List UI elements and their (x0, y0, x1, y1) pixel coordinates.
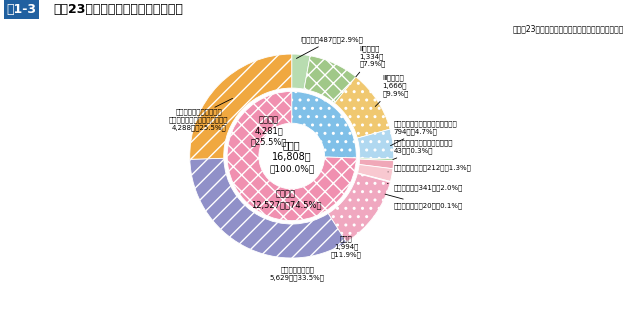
Text: Ⅲ種試験等
1,666人
（9.9%）: Ⅲ種試験等 1,666人 （9.9%） (375, 75, 409, 107)
Wedge shape (360, 158, 394, 161)
Text: 平成23年度における職員の採用状況: 平成23年度における職員の採用状況 (54, 3, 183, 16)
Text: 総　数: 総 数 (283, 140, 301, 150)
Wedge shape (357, 173, 391, 182)
Text: 医療職・福祉職　212人（1.3%）: 医療職・福祉職 212人（1.3%） (388, 164, 472, 172)
Wedge shape (304, 56, 356, 103)
Text: 特定独立行政法人
5,629人（33.5%）: 特定独立行政法人 5,629人（33.5%） (270, 266, 325, 281)
Wedge shape (335, 77, 390, 138)
Text: Ⅱ種試験等
1,334人
（7.9%）: Ⅱ種試験等 1,334人 （7.9%） (356, 45, 386, 77)
Wedge shape (292, 91, 357, 158)
Text: 任期付職員　341人（2.0%）: 任期付職員 341人（2.0%） (387, 184, 463, 191)
Text: 16,808人: 16,808人 (272, 151, 311, 161)
Text: Ⅰ種試験　487人（2.9%）: Ⅰ種試験 487人（2.9%） (297, 36, 364, 58)
Wedge shape (190, 54, 292, 159)
Wedge shape (292, 54, 310, 89)
Wedge shape (359, 159, 394, 169)
Wedge shape (328, 174, 390, 242)
Text: 試験採用
4,281人
（25.5%）: 試験採用 4,281人 （25.5%） (251, 116, 287, 147)
Wedge shape (190, 158, 346, 258)
Text: 国税専門官・労働基準監督官試験
794人（4.7%）: 国税専門官・労働基準監督官試験 794人（4.7%） (391, 121, 457, 146)
Wedge shape (357, 129, 394, 159)
Text: 人事交流による特別職・
地方公務員・公庫等からの採用
4,288人（25.5%）: 人事交流による特別職・ 地方公務員・公庫等からの採用 4,288人（25.5%） (169, 108, 229, 131)
Text: （100.0%）: （100.0%） (269, 164, 314, 173)
Text: 任期付研究員　20人（0.1%）: 任期付研究員 20人（0.1%） (385, 194, 463, 209)
Text: 図1-3: 図1-3 (6, 3, 37, 16)
Text: その他
1,994人
（11.9%）: その他 1,994人 （11.9%） (331, 235, 362, 258)
Circle shape (261, 125, 323, 187)
Wedge shape (358, 164, 393, 181)
Text: 技能・労務職（行政職（二））
43人（0.3%）: 技能・労務職（行政職（二）） 43人（0.3%） (393, 140, 453, 159)
Wedge shape (227, 91, 357, 221)
Text: （平成23年度一般職の国家公務員の任用状況調査）: （平成23年度一般職の国家公務員の任用状況調査） (512, 25, 624, 34)
Text: 選考採用
12,527人（74.5%）: 選考採用 12,527人（74.5%） (251, 189, 321, 209)
